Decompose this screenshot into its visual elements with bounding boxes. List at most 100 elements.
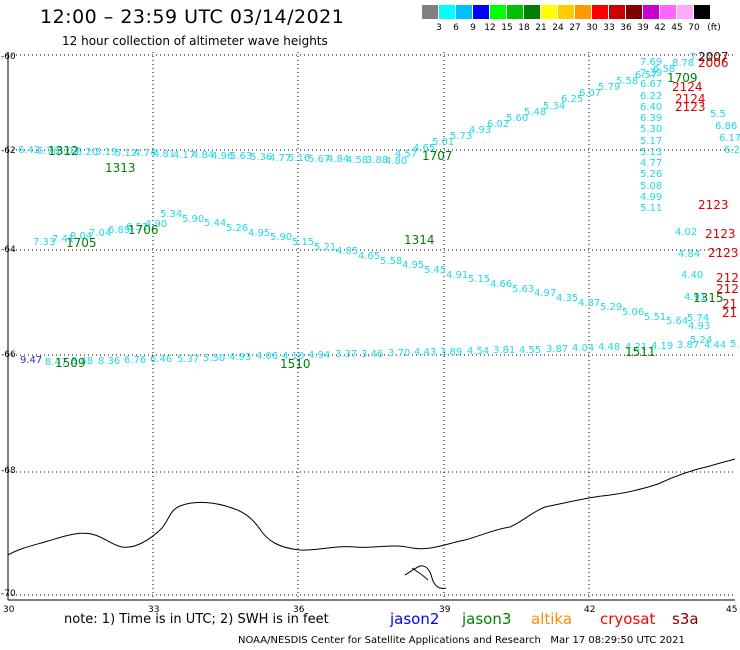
legend-jason2: jason2 xyxy=(390,610,440,628)
wave-height-label: 5.90 xyxy=(182,214,205,225)
wave-height-label: 4.85 xyxy=(336,246,359,257)
wave-height-label: 5.74 xyxy=(687,313,710,324)
wave-height-label: 6.17 xyxy=(719,133,740,144)
wave-height-label: 4.40 xyxy=(681,270,704,281)
wave-height-label: 6.25 xyxy=(561,94,584,105)
wave-height-label: 6.39 xyxy=(640,113,663,124)
wave-height-label: 4.95 xyxy=(402,260,425,271)
pass-id-label: 2123 xyxy=(698,198,729,212)
wave-height-label: 6.58 xyxy=(653,64,676,75)
wave-height-label: 4.93 xyxy=(229,352,252,363)
wave-height-label: 5.44 xyxy=(204,218,227,229)
wave-height-label: 4.84 xyxy=(678,249,701,260)
scale-label: 27 xyxy=(569,23,581,33)
wave-height-label: 5.12 xyxy=(115,148,138,159)
wave-height-label: 5.11 xyxy=(640,203,663,214)
wave-height-label: 4.77 xyxy=(640,158,663,169)
wave-height-label: 5.5 xyxy=(710,109,726,120)
wave-height-label: 5.15 xyxy=(468,274,491,285)
wave-height-label: 3.70 xyxy=(388,348,411,359)
pass-id-label: 212 xyxy=(716,282,739,296)
lat-label-68: -68 xyxy=(1,466,16,476)
wave-height-label: 5.50 xyxy=(203,353,226,364)
wave-height-label: 5.58 xyxy=(380,256,403,267)
wave-height-label: 8.04 xyxy=(70,231,93,242)
pass-id-label: 2123 xyxy=(705,227,736,241)
wave-height-label: 5.45 xyxy=(424,265,447,276)
scale-label: (ft) xyxy=(707,23,721,33)
wave-height-label: 5.08 xyxy=(640,181,663,192)
wave-height-label: 8.48 xyxy=(71,356,94,367)
wave-height-label: 4.90 xyxy=(145,219,168,230)
wave-height-label: 5.48 xyxy=(524,107,547,118)
wave-height-label: 5.26 xyxy=(640,169,663,180)
wave-height-label: 4.74 xyxy=(134,148,157,159)
pass-id-label: 1315 xyxy=(693,291,724,305)
scale-swatch-8 xyxy=(558,5,574,19)
wave-height-label: 6.76 xyxy=(37,146,60,157)
wave-height-label: 4.19 xyxy=(651,341,674,352)
wave-height-label: 6.29 xyxy=(724,145,740,156)
lon-label-36: 36 xyxy=(293,605,305,615)
wave-height-label: 9.47 xyxy=(20,355,43,366)
wave-height-label: 4.99 xyxy=(640,192,663,203)
scale-label: 24 xyxy=(552,23,564,33)
wave-height-label: 5.29 xyxy=(600,302,623,313)
pass-id-label: 1314 xyxy=(404,233,435,247)
pass-id-label: 1313 xyxy=(105,161,136,175)
wave-height-label: 4.35 xyxy=(556,293,579,304)
ice-shelf-inlet xyxy=(404,565,447,589)
pass-id-label: 21 xyxy=(722,306,738,320)
map-subtitle: 12 hour collection of altimeter wave hei… xyxy=(62,34,328,48)
wave-height-label: 5.06 xyxy=(622,307,645,318)
wave-height-label: 4.80 xyxy=(385,156,408,167)
scale-label: 18 xyxy=(518,23,530,33)
wave-height-label: 5.63 xyxy=(512,284,535,295)
wave-height-label: 3.81 xyxy=(493,345,516,356)
scale-label: 6 xyxy=(453,23,459,33)
wave-height-label: 5.51 xyxy=(644,312,667,323)
wave-height-label: 5.36 xyxy=(250,152,273,163)
lon-label-45: 45 xyxy=(726,605,738,615)
wave-height-label: 3.87 xyxy=(677,340,700,351)
scale-swatch-6 xyxy=(524,5,540,19)
scale-swatch-16 xyxy=(694,5,710,19)
wave-height-label: 4.48 xyxy=(598,342,621,353)
footer-credit: NOAA/NESDIS Center for Satellite Applica… xyxy=(238,635,685,646)
wave-height-label: 5.30 xyxy=(640,124,663,135)
lat-label-60: -60 xyxy=(1,52,16,62)
wave-height-label: 4.54 xyxy=(467,346,490,357)
wave-height-label: 4.84 xyxy=(192,150,215,161)
wave-height-label: 4.65 xyxy=(413,143,436,154)
scale-swatch-14 xyxy=(660,5,676,19)
timestamp-text: Mar 17 08:29:50 UTC 2021 xyxy=(550,635,685,646)
wave-height-label: 4.66 xyxy=(490,279,513,290)
wave-height-label: 4.10 xyxy=(282,351,305,362)
wave-height-label: 6.40 xyxy=(640,102,663,113)
pass-id-label: 2007 xyxy=(698,50,729,64)
wave-height-label: 6.46 xyxy=(150,354,173,365)
pass-id-label: 1706 xyxy=(128,223,159,237)
wave-height-label: 4.91 xyxy=(446,270,469,281)
wave-height-label: 5.67 xyxy=(308,154,331,165)
wave-height-label: 5.16 xyxy=(288,153,311,164)
scale-label: 70 xyxy=(688,23,700,33)
pass-id-label: 1707 xyxy=(422,149,453,163)
wave-height-label: 3.89 xyxy=(440,347,463,358)
wave-height-label: 6.07 xyxy=(579,88,602,99)
scale-label: 45 xyxy=(671,23,683,33)
credit-text: NOAA/NESDIS Center for Satellite Applica… xyxy=(238,635,541,646)
wave-height-label: 8.36 xyxy=(98,356,121,367)
wave-height-label: 4.65 xyxy=(358,251,381,262)
wave-height-label: 4.94 xyxy=(308,350,331,361)
wave-height-label: 3.87 xyxy=(546,344,569,355)
wave-height-label: 4.97 xyxy=(534,288,557,299)
map-title: 12:00 – 23:59 UTC 03/14/2021 xyxy=(40,6,345,28)
legend-altika: altika xyxy=(531,610,573,628)
wave-height-label: 5.15 xyxy=(292,237,315,248)
wave-height-label: 6.42 xyxy=(18,145,41,156)
wave-height-label: 6.89 xyxy=(108,225,131,236)
wave-height-label: 4.44 xyxy=(704,340,727,351)
wave-height-label: 4.84 xyxy=(327,154,350,165)
